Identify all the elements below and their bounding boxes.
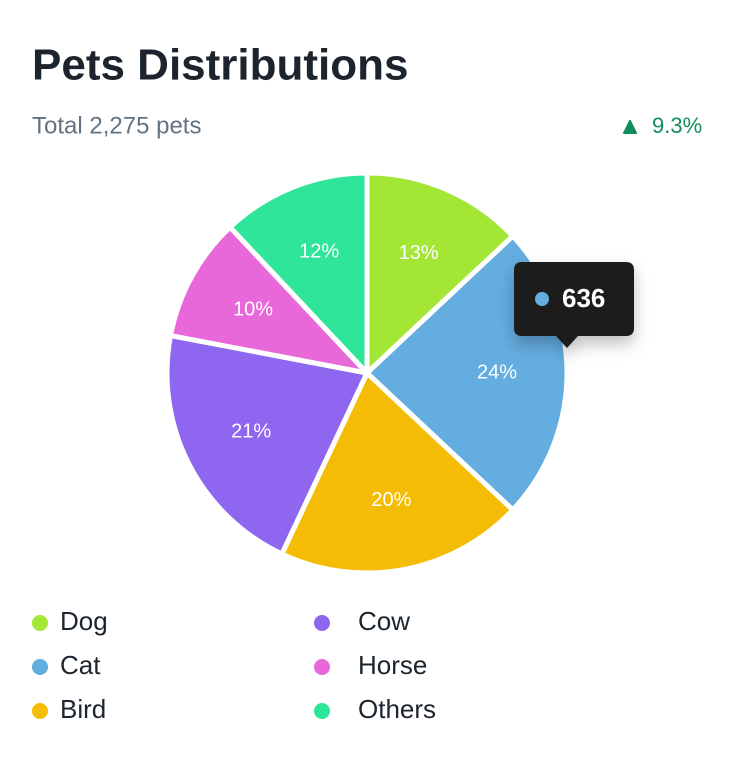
legend-label: Others xyxy=(358,694,436,724)
slice-label: 12% xyxy=(299,240,339,262)
legend-swatch xyxy=(314,659,330,675)
legend-label: Cat xyxy=(60,650,101,680)
slice-label: 10% xyxy=(233,299,273,321)
trend-icon xyxy=(623,120,637,134)
pie: 13% 24% 20% 21% 10% 12% xyxy=(164,170,570,576)
tooltip-value: 636 xyxy=(562,283,605,313)
slice-label: 20% xyxy=(371,489,411,511)
slice-label: 21% xyxy=(231,420,271,442)
slice-label: 13% xyxy=(399,242,439,264)
pie-slice xyxy=(279,370,516,576)
pie-slice xyxy=(364,170,516,376)
tooltip xyxy=(514,262,634,348)
legend-swatch xyxy=(32,659,48,675)
legend-swatch xyxy=(314,615,330,631)
legend-label: Cow xyxy=(358,606,410,636)
legend-label: Dog xyxy=(60,606,108,636)
chart-title: Pets Distributions xyxy=(32,41,409,90)
slice-label: 24% xyxy=(477,361,517,383)
legend-swatch xyxy=(32,703,48,719)
legend-swatch xyxy=(32,615,48,631)
legend: Dog Cat Bird Cow Horse Others xyxy=(32,606,436,724)
pie-slice xyxy=(227,170,370,376)
legend-swatch xyxy=(314,703,330,719)
tooltip-dot xyxy=(535,292,549,306)
chart-subtitle: Total 2,275 pets xyxy=(32,112,201,139)
pie-slice xyxy=(164,333,370,557)
legend-label: Horse xyxy=(358,650,427,680)
legend-label: Bird xyxy=(60,694,106,724)
pie-slice xyxy=(168,224,370,376)
change-text: 9.3% xyxy=(652,113,702,138)
tooltip-box xyxy=(514,262,634,348)
